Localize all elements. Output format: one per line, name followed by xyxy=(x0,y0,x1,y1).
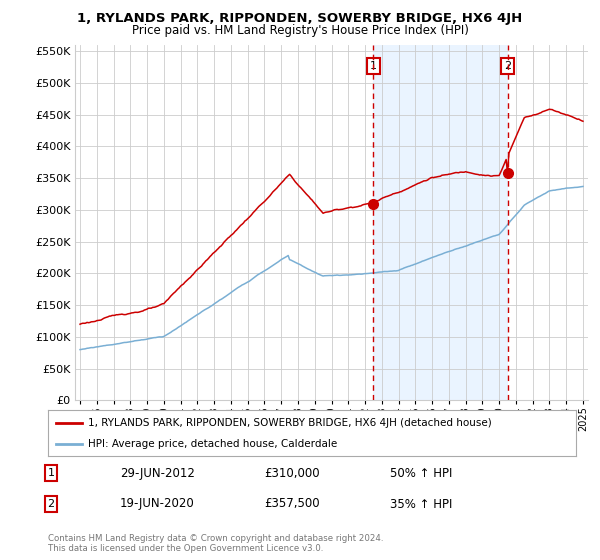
Text: 1: 1 xyxy=(47,468,55,478)
Text: Contains HM Land Registry data © Crown copyright and database right 2024.
This d: Contains HM Land Registry data © Crown c… xyxy=(48,534,383,553)
Text: 19-JUN-2020: 19-JUN-2020 xyxy=(120,497,195,511)
Text: £310,000: £310,000 xyxy=(264,466,320,480)
Text: 29-JUN-2012: 29-JUN-2012 xyxy=(120,466,195,480)
Text: 35% ↑ HPI: 35% ↑ HPI xyxy=(390,497,452,511)
Text: Price paid vs. HM Land Registry's House Price Index (HPI): Price paid vs. HM Land Registry's House … xyxy=(131,24,469,36)
Text: 1, RYLANDS PARK, RIPPONDEN, SOWERBY BRIDGE, HX6 4JH: 1, RYLANDS PARK, RIPPONDEN, SOWERBY BRID… xyxy=(77,12,523,25)
Text: 50% ↑ HPI: 50% ↑ HPI xyxy=(390,466,452,480)
Text: 2: 2 xyxy=(504,60,511,71)
Text: £357,500: £357,500 xyxy=(264,497,320,511)
Bar xyxy=(373,45,508,400)
Text: 1, RYLANDS PARK, RIPPONDEN, SOWERBY BRIDGE, HX6 4JH (detached house): 1, RYLANDS PARK, RIPPONDEN, SOWERBY BRID… xyxy=(88,418,491,428)
Text: HPI: Average price, detached house, Calderdale: HPI: Average price, detached house, Cald… xyxy=(88,439,337,449)
Text: 2: 2 xyxy=(47,499,55,509)
Text: 1: 1 xyxy=(370,60,377,71)
